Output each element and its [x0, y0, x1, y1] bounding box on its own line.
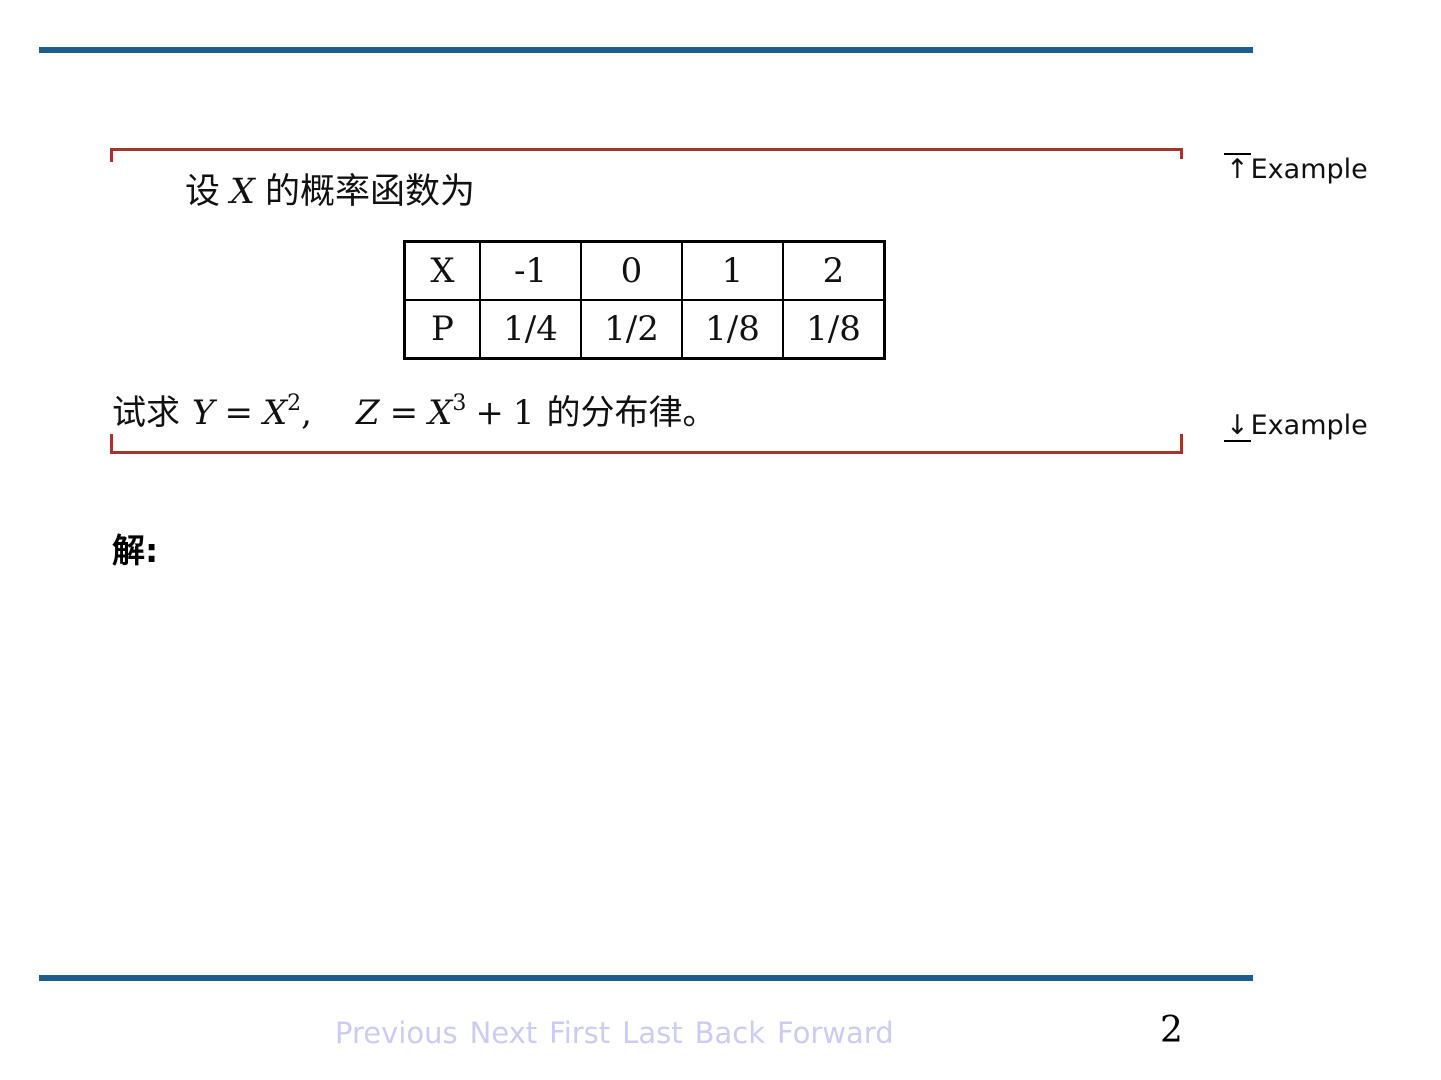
frame-tick-top-left: [110, 150, 113, 162]
page-number: 2: [1160, 1010, 1183, 1051]
x-value-cell: -1: [479, 240, 582, 301]
frame-tick-bottom-right: [1180, 434, 1183, 452]
row-header-x: X: [403, 240, 481, 301]
x-value-cell: 1: [681, 240, 784, 301]
example-end-text: Example: [1250, 410, 1368, 441]
problem-statement: 试求 Y = X2, Z = X3 +1 的分布律。: [112, 385, 716, 434]
intro-sentence: 设 X 的概率函数为: [185, 163, 475, 214]
nav-first-link[interactable]: First: [549, 1016, 611, 1050]
exponent-3: 3: [452, 391, 467, 416]
example-begin-text: Example: [1250, 154, 1368, 185]
table-row-p: P 1/4 1/2 1/8 1/8: [403, 299, 886, 360]
intro-suffix: 的概率函数为: [264, 172, 475, 212]
example-frame: [110, 148, 1183, 454]
example-end-marker: ↓Example: [1224, 410, 1368, 442]
p-value-cell: 1/2: [580, 299, 683, 360]
probability-table: X -1 0 1 2 P 1/4 1/2 1/8 1/8: [403, 240, 886, 360]
equals-sign: =: [389, 393, 419, 433]
bottom-rule: [39, 975, 1253, 981]
up-arrow-icon: ↑: [1224, 153, 1251, 185]
intro-prefix: 设: [185, 172, 221, 212]
var-x-squared-base: X: [262, 393, 288, 433]
equals-sign: =: [224, 393, 253, 433]
example-begin-marker: ↑Example: [1224, 153, 1368, 185]
exponent-2: 2: [287, 391, 302, 416]
p-value-cell: 1/8: [782, 299, 886, 360]
intro-variable-x: X: [230, 172, 255, 212]
nav-last-link[interactable]: Last: [622, 1016, 683, 1050]
nav-back-link[interactable]: Back: [694, 1016, 765, 1050]
top-rule: [39, 47, 1253, 53]
frame-tick-top-right: [1180, 150, 1183, 159]
var-x-cubed-base: X: [428, 393, 453, 433]
constant-one: 1: [512, 393, 535, 433]
frame-tick-bottom-left: [110, 434, 113, 452]
plus-sign: +: [475, 393, 504, 433]
nav-forward-link[interactable]: Forward: [776, 1016, 894, 1050]
row-header-p: P: [403, 299, 481, 360]
x-value-cell: 2: [782, 240, 886, 301]
var-y: Y: [192, 393, 215, 433]
solution-label: 解:: [112, 531, 159, 570]
p-value-cell: 1/4: [479, 299, 582, 360]
comma-separator: ,: [301, 393, 312, 433]
table-row-x: X -1 0 1 2: [403, 240, 886, 301]
p-value-cell: 1/8: [681, 299, 784, 360]
down-arrow-icon: ↓: [1224, 410, 1251, 442]
problem-prefix: 试求: [112, 393, 180, 433]
var-z: Z: [355, 393, 380, 433]
problem-suffix: 的分布律。: [546, 393, 717, 433]
nav-previous-link[interactable]: Previous: [335, 1016, 458, 1050]
x-value-cell: 0: [580, 240, 683, 301]
nav-next-link[interactable]: Next: [469, 1016, 538, 1050]
footer-navigation: Previous Next First Last Back Forward: [335, 1016, 894, 1050]
